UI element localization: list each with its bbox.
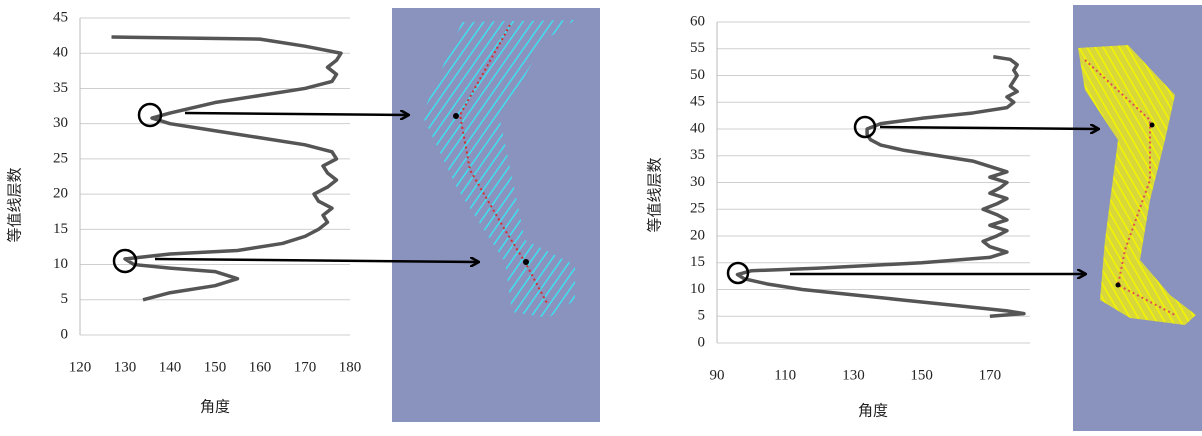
x-tick-label: 90 [710, 367, 725, 383]
y-tick-label: 50 [690, 67, 705, 83]
x-tick-label: 130 [114, 359, 137, 375]
data-line [737, 57, 1024, 316]
y-tick-label: 40 [53, 45, 68, 61]
y-tick-label: 10 [53, 256, 68, 272]
annotations [114, 104, 1098, 283]
x-tick-label: 110 [774, 367, 796, 383]
y-tick-label: 25 [690, 201, 705, 217]
y-tick-label: 35 [690, 147, 705, 163]
y-axis-label: 等值线层数 [5, 167, 23, 242]
y-tick-label: 5 [698, 308, 706, 324]
arrow [185, 113, 408, 115]
y-tick-label: 10 [690, 281, 705, 297]
x-tick-label: 120 [69, 359, 92, 375]
y-tick-label: 0 [61, 326, 69, 342]
key-point [453, 113, 459, 119]
y-tick-label: 40 [690, 120, 705, 136]
y-tick-label: 20 [53, 186, 68, 202]
x-tick-label: 170 [979, 367, 1002, 383]
y-tick-label: 35 [53, 80, 68, 96]
x-axis-label: 角度 [200, 398, 230, 415]
y-tick-label: 45 [53, 9, 68, 25]
y-tick-label: 5 [61, 291, 69, 307]
y-tick-label: 20 [690, 227, 705, 243]
y-tick-label: 25 [53, 150, 68, 166]
x-tick-label: 180 [339, 359, 362, 375]
x-tick-label: 170 [294, 359, 317, 375]
y-tick-label: 15 [690, 254, 705, 270]
y-tick-label: 60 [690, 13, 705, 29]
x-tick-label: 160 [249, 359, 272, 375]
x-axis-label: 角度 [858, 402, 888, 419]
x-tick-label: 130 [842, 367, 865, 383]
x-tick-label: 150 [204, 359, 227, 375]
y-tick-label: 45 [690, 94, 705, 110]
y-tick-label: 30 [53, 115, 68, 131]
y-tick-label: 0 [698, 334, 706, 350]
highlight-circle [114, 250, 136, 272]
key-point [523, 259, 529, 265]
y-tick-label: 15 [53, 221, 68, 237]
x-tick-label: 140 [159, 359, 182, 375]
y-tick-label: 30 [690, 174, 705, 190]
y-tick-label: 55 [690, 40, 705, 56]
key-point [1116, 283, 1121, 288]
figure: 051015202530354045120130140150160170180等… [0, 0, 1202, 431]
y-axis-label: 等值线层数 [645, 157, 663, 232]
key-point [1150, 123, 1155, 128]
x-tick-label: 150 [910, 367, 933, 383]
